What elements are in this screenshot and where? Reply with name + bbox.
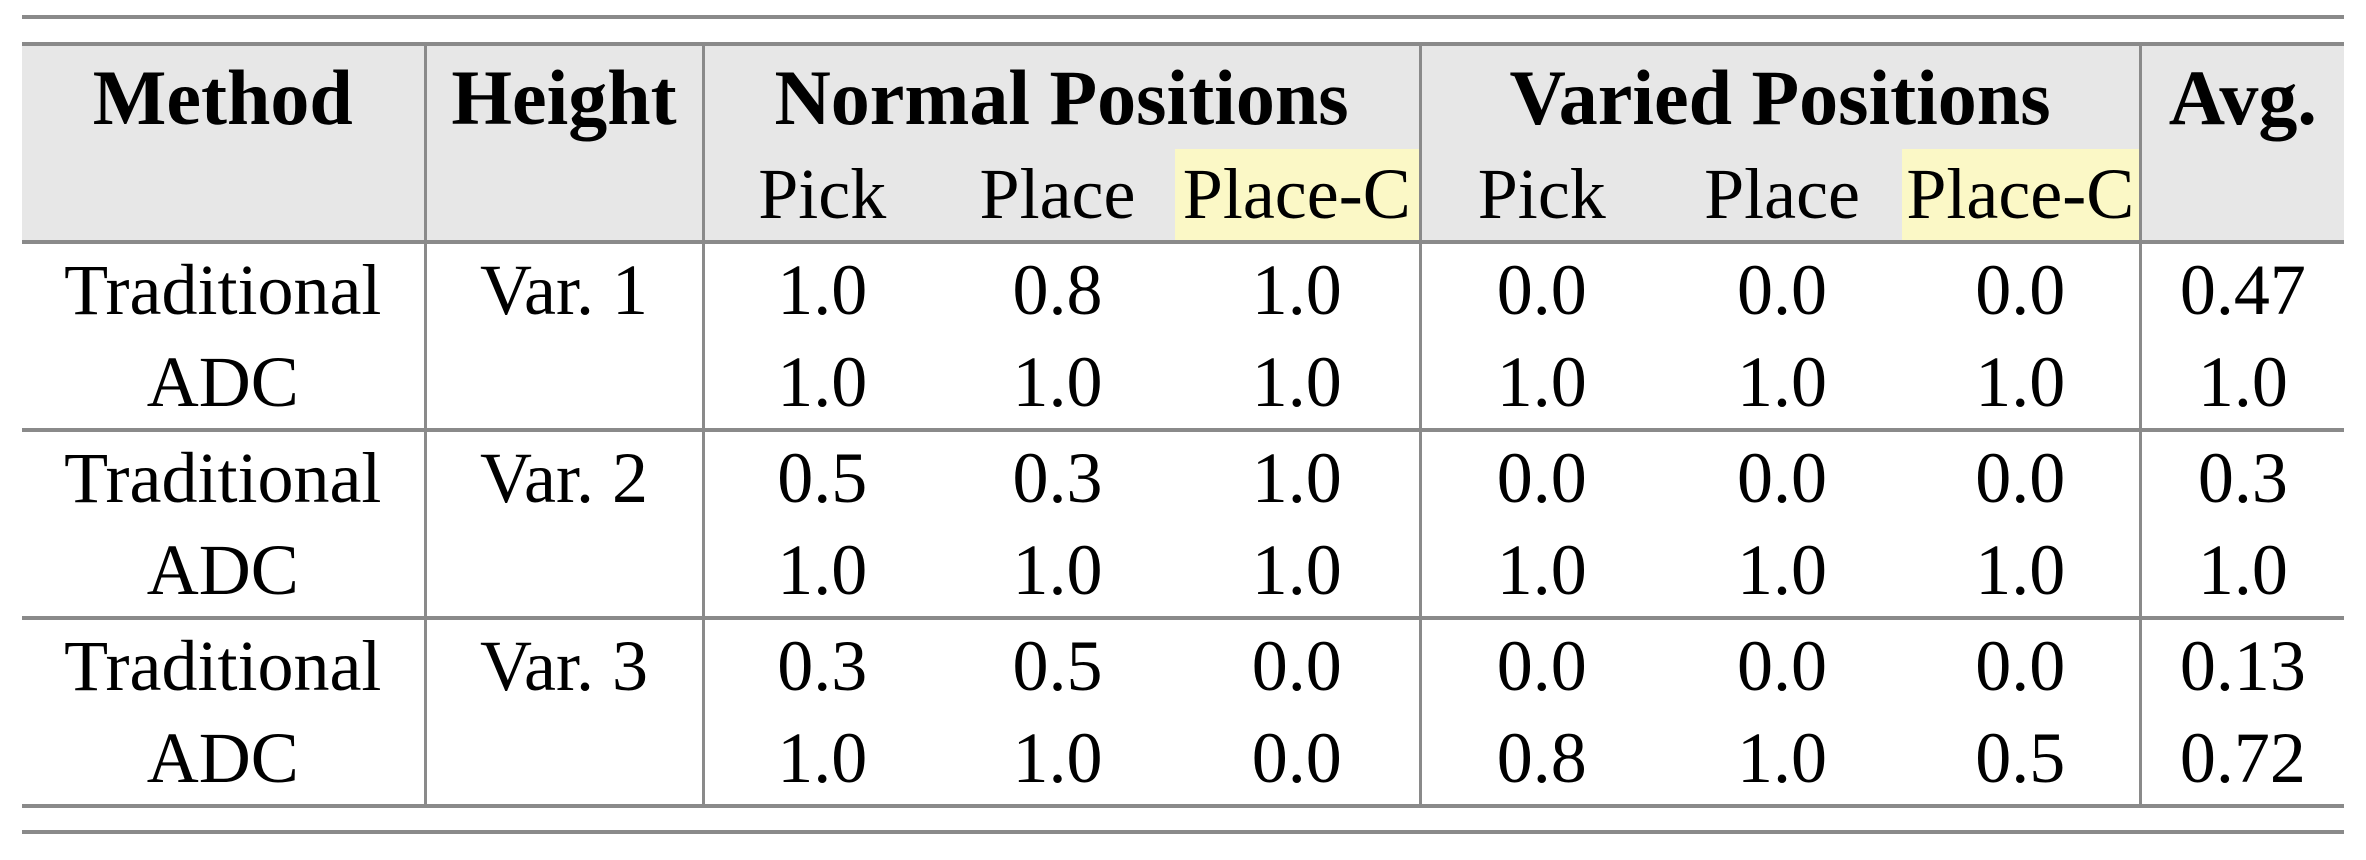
score-cell: 0.0 [1737, 438, 1828, 518]
score-cell: 1.0 [1496, 530, 1587, 610]
method-column-header: Method [22, 44, 427, 242]
score-cell: 0.0 [1175, 618, 1422, 712]
score-cell: 1.0 [1737, 342, 1828, 422]
varied-place-c-header: Place-C [1902, 149, 2142, 242]
score-cell: 1.0 [1012, 342, 1103, 422]
height-cell: Var. 1 [425, 242, 705, 430]
score-cell: 0.0 [1902, 430, 2142, 524]
normal-place-header: Place [940, 149, 1175, 242]
score-cell: 1.0 [777, 250, 868, 330]
score-cell: 1.0 [777, 342, 868, 422]
score-cell: 0.3 [1012, 438, 1103, 518]
score-cell: 0.8 [1012, 250, 1103, 330]
score-cell: 1.0 [1737, 530, 1828, 610]
table-header: Method Height Normal Positions Varied Po… [22, 44, 2345, 242]
score-cell: 0.5 [1902, 712, 2142, 806]
score-cell: 1.0 [1175, 336, 1422, 430]
avg-cell: 1.0 [2197, 342, 2288, 422]
method-cell: Traditional [22, 430, 427, 524]
avg-cell: 0.3 [2197, 438, 2288, 518]
score-cell: 0.0 [1737, 626, 1828, 706]
table-row: Traditional Var. 3 0.3 0.5 0.0 0.0 0.0 0… [22, 618, 2344, 806]
group-var-1: Traditional Var. 1 1.0 0.8 1.0 0.0 0.0 0… [22, 242, 2344, 430]
score-cell: 0.0 [1175, 712, 1422, 806]
score-cell: 0.0 [1496, 250, 1587, 330]
varied-pick-header: Pick [1420, 149, 1663, 242]
method-cell: Traditional [22, 242, 427, 336]
score-cell: 1.0 [777, 718, 868, 798]
avg-cell: 0.47 [2179, 250, 2306, 330]
score-cell: 0.3 [777, 626, 868, 706]
subheader-row: Pick Place Place-C Pick Place Place-C [22, 149, 2344, 242]
avg-cell: 0.13 [2179, 626, 2306, 706]
score-cell: 1.0 [1902, 336, 2142, 430]
score-cell: 1.0 [1175, 524, 1422, 618]
varied-place-header: Place [1662, 149, 1903, 242]
score-cell: 1.0 [1012, 530, 1103, 610]
score-cell: 0.0 [1496, 626, 1587, 706]
score-cell: 1.0 [1012, 718, 1103, 798]
group-var-2: Traditional Var. 2 0.5 0.3 1.0 0.0 0.0 0… [22, 430, 2345, 618]
method-cell: ADC [22, 524, 427, 618]
avg-column-header: Avg. [2140, 44, 2345, 242]
table-row: Traditional Var. 2 0.5 0.3 1.0 0.0 0.0 0… [22, 430, 2344, 618]
table-row: ADC 1.0 1.0 1.0 1.0 1.0 1.0 1.0 [22, 524, 2344, 618]
height-cell: Var. 3 [425, 618, 705, 806]
score-cell: 0.8 [1496, 718, 1587, 798]
results-table: Method Height Normal Positions Varied Po… [22, 42, 2345, 808]
score-cell: 0.0 [1902, 242, 2142, 336]
method-cell: ADC [22, 712, 427, 806]
avg-cell: 0.72 [2179, 718, 2306, 798]
score-cell: 1.0 [777, 530, 868, 610]
score-cell: 1.0 [1175, 430, 1422, 524]
method-cell: ADC [22, 336, 427, 430]
header-row: Method Height Normal Positions Varied Po… [22, 44, 2345, 242]
score-cell: 0.5 [1012, 626, 1103, 706]
height-column-header: Height [425, 44, 705, 242]
normal-positions-group-header: Normal Positions [703, 44, 1422, 149]
table-row: ADC 1.0 1.0 0.0 0.8 1.0 0.5 0.72 [22, 712, 2344, 806]
normal-place-c-header: Place-C [1175, 149, 1422, 242]
group-var-3: Traditional Var. 3 0.3 0.5 0.0 0.0 0.0 0… [22, 618, 2345, 806]
table-row: Traditional Var. 1 1.0 0.8 1.0 0.0 0.0 0… [22, 242, 2344, 430]
score-cell: 0.0 [1902, 618, 2142, 712]
score-cell: 0.0 [1737, 250, 1828, 330]
avg-cell: 1.0 [2197, 530, 2288, 610]
table-row: ADC 1.0 1.0 1.0 1.0 1.0 1.0 1.0 [22, 336, 2344, 430]
score-cell: 0.5 [777, 438, 868, 518]
bottom-outer-rule [22, 830, 2344, 834]
top-outer-rule [22, 15, 2344, 19]
score-cell: 1.0 [1902, 524, 2142, 618]
score-cell: 1.0 [1175, 242, 1422, 336]
score-cell: 1.0 [1737, 718, 1828, 798]
normal-pick-header: Pick [703, 149, 940, 242]
varied-positions-group-header: Varied Positions [1420, 44, 2142, 149]
method-cell: Traditional [22, 618, 427, 712]
score-cell: 1.0 [1496, 342, 1587, 422]
height-cell: Var. 2 [425, 430, 705, 618]
score-cell: 0.0 [1496, 438, 1587, 518]
